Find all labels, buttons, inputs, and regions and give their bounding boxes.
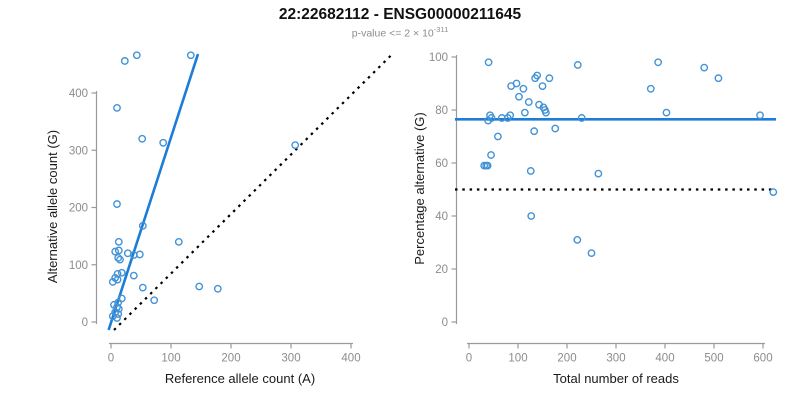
- right-data-point: [519, 84, 528, 93]
- right-data-point: [756, 111, 764, 120]
- right-data-point: [527, 212, 536, 220]
- right-data-point: [662, 108, 671, 117]
- left-data-point: [129, 271, 138, 280]
- left-data-point: [150, 296, 159, 305]
- right-data-point: [497, 114, 506, 122]
- x-tick-label: 0: [466, 353, 472, 365]
- x-tick-label: 300: [606, 353, 625, 365]
- x-tick-label: 100: [161, 353, 180, 365]
- right-data-point: [573, 61, 582, 69]
- right-data-point: [542, 108, 550, 117]
- right-data-point: [646, 84, 655, 93]
- right-data-point: [515, 92, 523, 101]
- right-y-axis-title: Percentage alternative (G): [412, 112, 427, 264]
- right-data-point: [700, 63, 709, 72]
- left-data-point: [138, 283, 147, 292]
- right-data-point: [535, 100, 543, 109]
- left-data-point: [111, 247, 120, 256]
- left-data-point: [116, 255, 124, 264]
- left-data-point: [132, 51, 141, 60]
- right-data-point: [512, 79, 521, 88]
- right-data-point: [577, 114, 586, 122]
- left-data-point: [113, 314, 121, 322]
- plot-subtitle: p-value <= 2 × 10-311: [0, 25, 800, 40]
- left-data-point: [117, 268, 126, 277]
- x-tick-label: 0: [108, 353, 114, 365]
- left-data-point: [114, 246, 123, 255]
- y-tick-label: 20: [435, 264, 448, 276]
- right-data-point: [484, 116, 493, 125]
- left-data-point: [195, 282, 204, 291]
- y-tick-label: 200: [69, 203, 88, 215]
- left-data-point: [108, 278, 117, 286]
- x-tick-label: 100: [508, 353, 527, 365]
- right-data-point: [533, 71, 542, 80]
- pvalue-text: p-value <= 2 × 10: [351, 27, 434, 40]
- left-data-point: [174, 237, 183, 246]
- right-data-point: [573, 235, 582, 244]
- left-data-point: [159, 138, 168, 147]
- left-data-point: [138, 134, 147, 143]
- y-tick-label: 100: [69, 260, 88, 272]
- right-data-point: [526, 167, 535, 175]
- left-data-point: [138, 221, 147, 230]
- x-tick-label: 400: [655, 353, 674, 365]
- y-tick-label: 400: [69, 88, 88, 100]
- left-data-point: [135, 250, 144, 259]
- y-tick-label: 300: [69, 145, 88, 157]
- left-data-point: [113, 103, 121, 112]
- x-tick-label: 500: [704, 353, 723, 365]
- right-data-point: [506, 111, 515, 120]
- right-data-point: [714, 74, 723, 83]
- pvalue-exponent: -311: [433, 25, 449, 34]
- right-data-point: [538, 82, 547, 91]
- y-tick-label: 60: [435, 158, 448, 170]
- left-data-point: [213, 284, 222, 293]
- fit-line: [107, 53, 200, 331]
- x-tick-label: 200: [557, 353, 576, 365]
- identity-line: [113, 55, 392, 331]
- right-data-point: [587, 249, 596, 258]
- y-tick-label: 100: [429, 52, 448, 64]
- right-data-point: [551, 124, 560, 133]
- y-tick-label: 0: [82, 317, 88, 329]
- y-tick-label: 0: [442, 317, 448, 329]
- left-data-point: [186, 51, 195, 60]
- right-data-point: [524, 98, 533, 106]
- y-tick-label: 40: [435, 211, 448, 223]
- left-data-point: [120, 57, 129, 65]
- y-tick-label: 80: [435, 105, 448, 117]
- right-data-point: [654, 58, 663, 67]
- right-data-point: [484, 58, 493, 67]
- right-data-point: [530, 127, 539, 136]
- left-data-point: [114, 253, 123, 262]
- x-tick-label: 200: [221, 353, 240, 365]
- x-tick-label: 600: [753, 353, 772, 365]
- right-x-axis-title: Total number of reads: [553, 371, 679, 386]
- left-data-point: [114, 237, 123, 246]
- right-data-point: [545, 74, 554, 83]
- right-data-point: [483, 161, 492, 170]
- right-data-point: [594, 169, 603, 178]
- right-data-point: [494, 132, 502, 141]
- right-data-point: [769, 188, 778, 197]
- right-data-point: [487, 151, 495, 159]
- left-data-point: [291, 141, 300, 149]
- plot-title: 22:22682112 - ENSG00000211645: [278, 6, 522, 23]
- right-data-point: [520, 108, 529, 117]
- x-tick-label: 300: [281, 353, 300, 365]
- left-data-point: [113, 200, 121, 208]
- left-x-axis-title: Reference allele count (A): [165, 371, 315, 386]
- left-data-point: [108, 312, 117, 321]
- x-tick-label: 400: [341, 353, 360, 365]
- left-y-axis-title: Alternative allele count (G): [45, 130, 60, 283]
